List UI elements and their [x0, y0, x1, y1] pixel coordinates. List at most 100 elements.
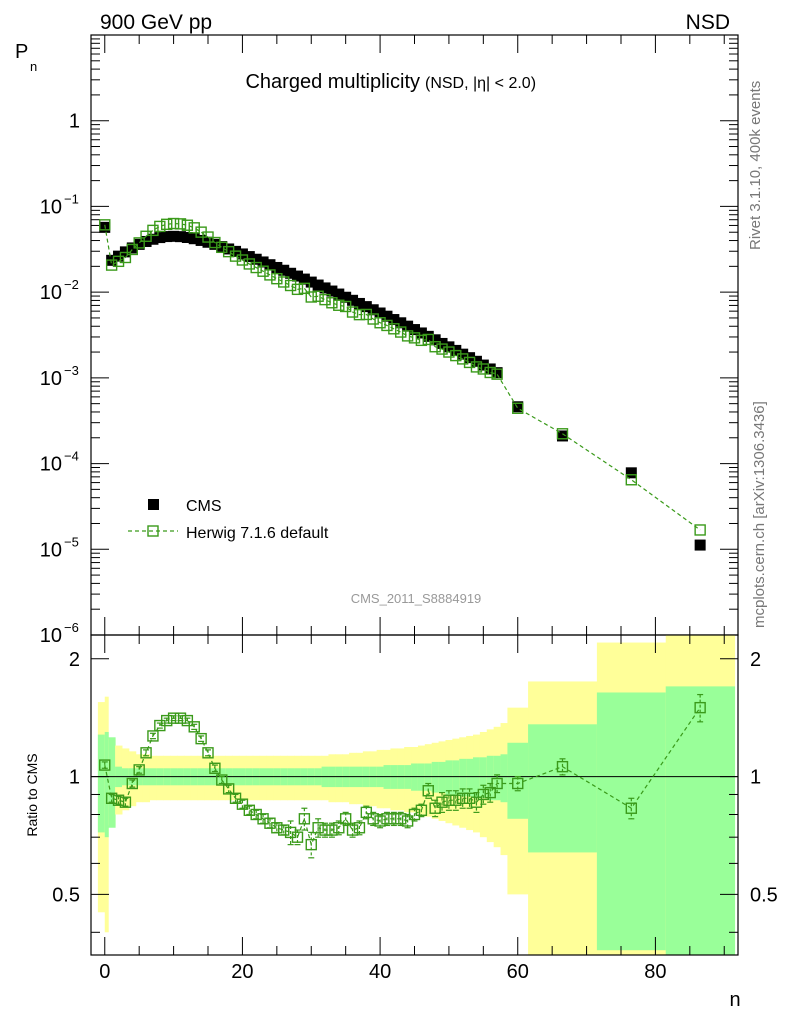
herwig-ratio-point [415, 804, 428, 816]
cms-data-point [694, 539, 706, 551]
herwig-main-point [450, 349, 462, 362]
energy-label: 900 GeV pp [100, 11, 212, 34]
herwig-ratio-point [291, 831, 304, 843]
cms-data-point [556, 430, 568, 442]
y-tick-exponent: −2 [64, 277, 79, 292]
ratio-inner-band [417, 763, 426, 791]
analysis-id-label: CMS_2011_S8884919 [351, 591, 482, 606]
ratio-inner-band [596, 692, 667, 951]
herwig-main-point [291, 283, 304, 296]
herwig-main-point [181, 219, 194, 231]
cms-data-point [381, 310, 393, 322]
herwig-ratio-point [216, 774, 228, 786]
cms-data-point [367, 304, 379, 316]
x-tick-label: 20 [231, 961, 253, 983]
cms-data-point [174, 231, 186, 243]
y-tick-label: 10 [40, 539, 62, 561]
ratio-y-axis-ticks: 0.5 0.5 1 1 2 2 [52, 649, 778, 933]
herwig-ratio-point [209, 762, 221, 774]
ratio-inner-band [411, 763, 419, 791]
herwig-ratio-point [463, 792, 476, 804]
herwig-main-point [470, 361, 483, 373]
herwig-ratio-point [512, 777, 524, 790]
ratio-inner-band [108, 737, 116, 828]
herwig-ratio-point [436, 796, 448, 808]
herwig-main-point [388, 323, 400, 335]
herwig-main-point [167, 217, 180, 230]
herwig-ratio-point [195, 732, 207, 745]
herwig-main-point [333, 299, 345, 311]
ratio-inner-band [438, 761, 446, 793]
herwig-ratio-point [326, 824, 338, 836]
process-label: NSD [686, 11, 730, 34]
herwig-main-point [319, 293, 331, 306]
herwig-main-point [484, 366, 496, 379]
cms-data-point [223, 243, 235, 255]
herwig-ratio-point [333, 822, 345, 834]
herwig-ratio-point [140, 747, 152, 759]
cms-data-point [181, 232, 193, 244]
herwig-ratio-point [346, 824, 359, 836]
herwig-main-point [415, 334, 428, 347]
cms-data-point [195, 234, 207, 246]
cms-data-point [285, 267, 297, 279]
cms-data-point [415, 327, 427, 339]
herwig-ratio-point [99, 759, 111, 771]
herwig-main-point [126, 243, 138, 256]
ratio-inner-band [528, 724, 598, 853]
herwig-main-point [456, 353, 469, 365]
herwig-ratio-point [229, 792, 242, 804]
cms-data-point [243, 251, 255, 263]
ratio-tick-label: 1 [69, 767, 80, 789]
ratio-inner-band [473, 757, 481, 799]
herwig-ratio-point [381, 813, 393, 825]
herwig-main-point [429, 341, 441, 353]
herwig-ratio-point [202, 747, 214, 759]
herwig-main-point [174, 218, 187, 230]
herwig-ratio-point [112, 794, 125, 806]
herwig-ratio-line [104, 707, 701, 847]
x-axis-ticks: 0 20 40 60 80 [99, 35, 725, 983]
herwig-main-point [312, 290, 324, 302]
cms-data-point [347, 294, 359, 306]
y-axis-title: P [15, 41, 28, 63]
ratio-inner-band [459, 758, 467, 797]
herwig-main-point [154, 220, 166, 233]
herwig-ratio-point [133, 764, 145, 776]
legend-herwig-label: Herwig 7.1.6 default [186, 525, 329, 542]
rivet-version-label: Rivet 3.1.10, 400k events [747, 81, 764, 250]
herwig-main-point [408, 332, 421, 344]
herwig-main-point [346, 306, 359, 318]
main-plot-panel: 110−110−210−310−410−510−6 Charged multip… [15, 34, 739, 647]
cms-data-point [147, 233, 159, 245]
cms-data-point [326, 285, 338, 297]
cms-data-point [271, 261, 283, 273]
legend-cms-label: CMS [186, 498, 222, 515]
herwig-main-point [298, 282, 311, 295]
herwig-main-point [556, 428, 569, 440]
herwig-main-point [381, 319, 393, 332]
herwig-main-point [491, 368, 503, 380]
ratio-inner-band [500, 754, 508, 803]
herwig-main-point [105, 259, 118, 271]
cms-data-point [477, 359, 489, 371]
herwig-main-point [236, 254, 249, 266]
herwig-ratio-point [236, 798, 249, 810]
cms-data-point [340, 291, 352, 303]
herwig-main-point [625, 474, 638, 486]
herwig-main-point [133, 237, 145, 249]
cms-data-point [402, 320, 414, 332]
cms-data-point [154, 232, 166, 244]
herwig-main-point [401, 330, 414, 342]
herwig-main-point [436, 343, 448, 355]
ratio-inner-band [507, 742, 529, 819]
herwig-ratio-point [374, 815, 386, 827]
herwig-ratio-point [429, 802, 441, 814]
y-tick-label: 1 [69, 111, 80, 133]
herwig-ratio-point [388, 813, 400, 825]
ratio-herwig-points [99, 693, 706, 859]
mcplots-label: mcplots.cern.ch [arXiv:1306.3436] [751, 401, 768, 628]
herwig-main-point [326, 297, 338, 309]
legend: CMS Herwig 7.1.6 default [128, 498, 329, 542]
cms-data-point [161, 231, 173, 243]
